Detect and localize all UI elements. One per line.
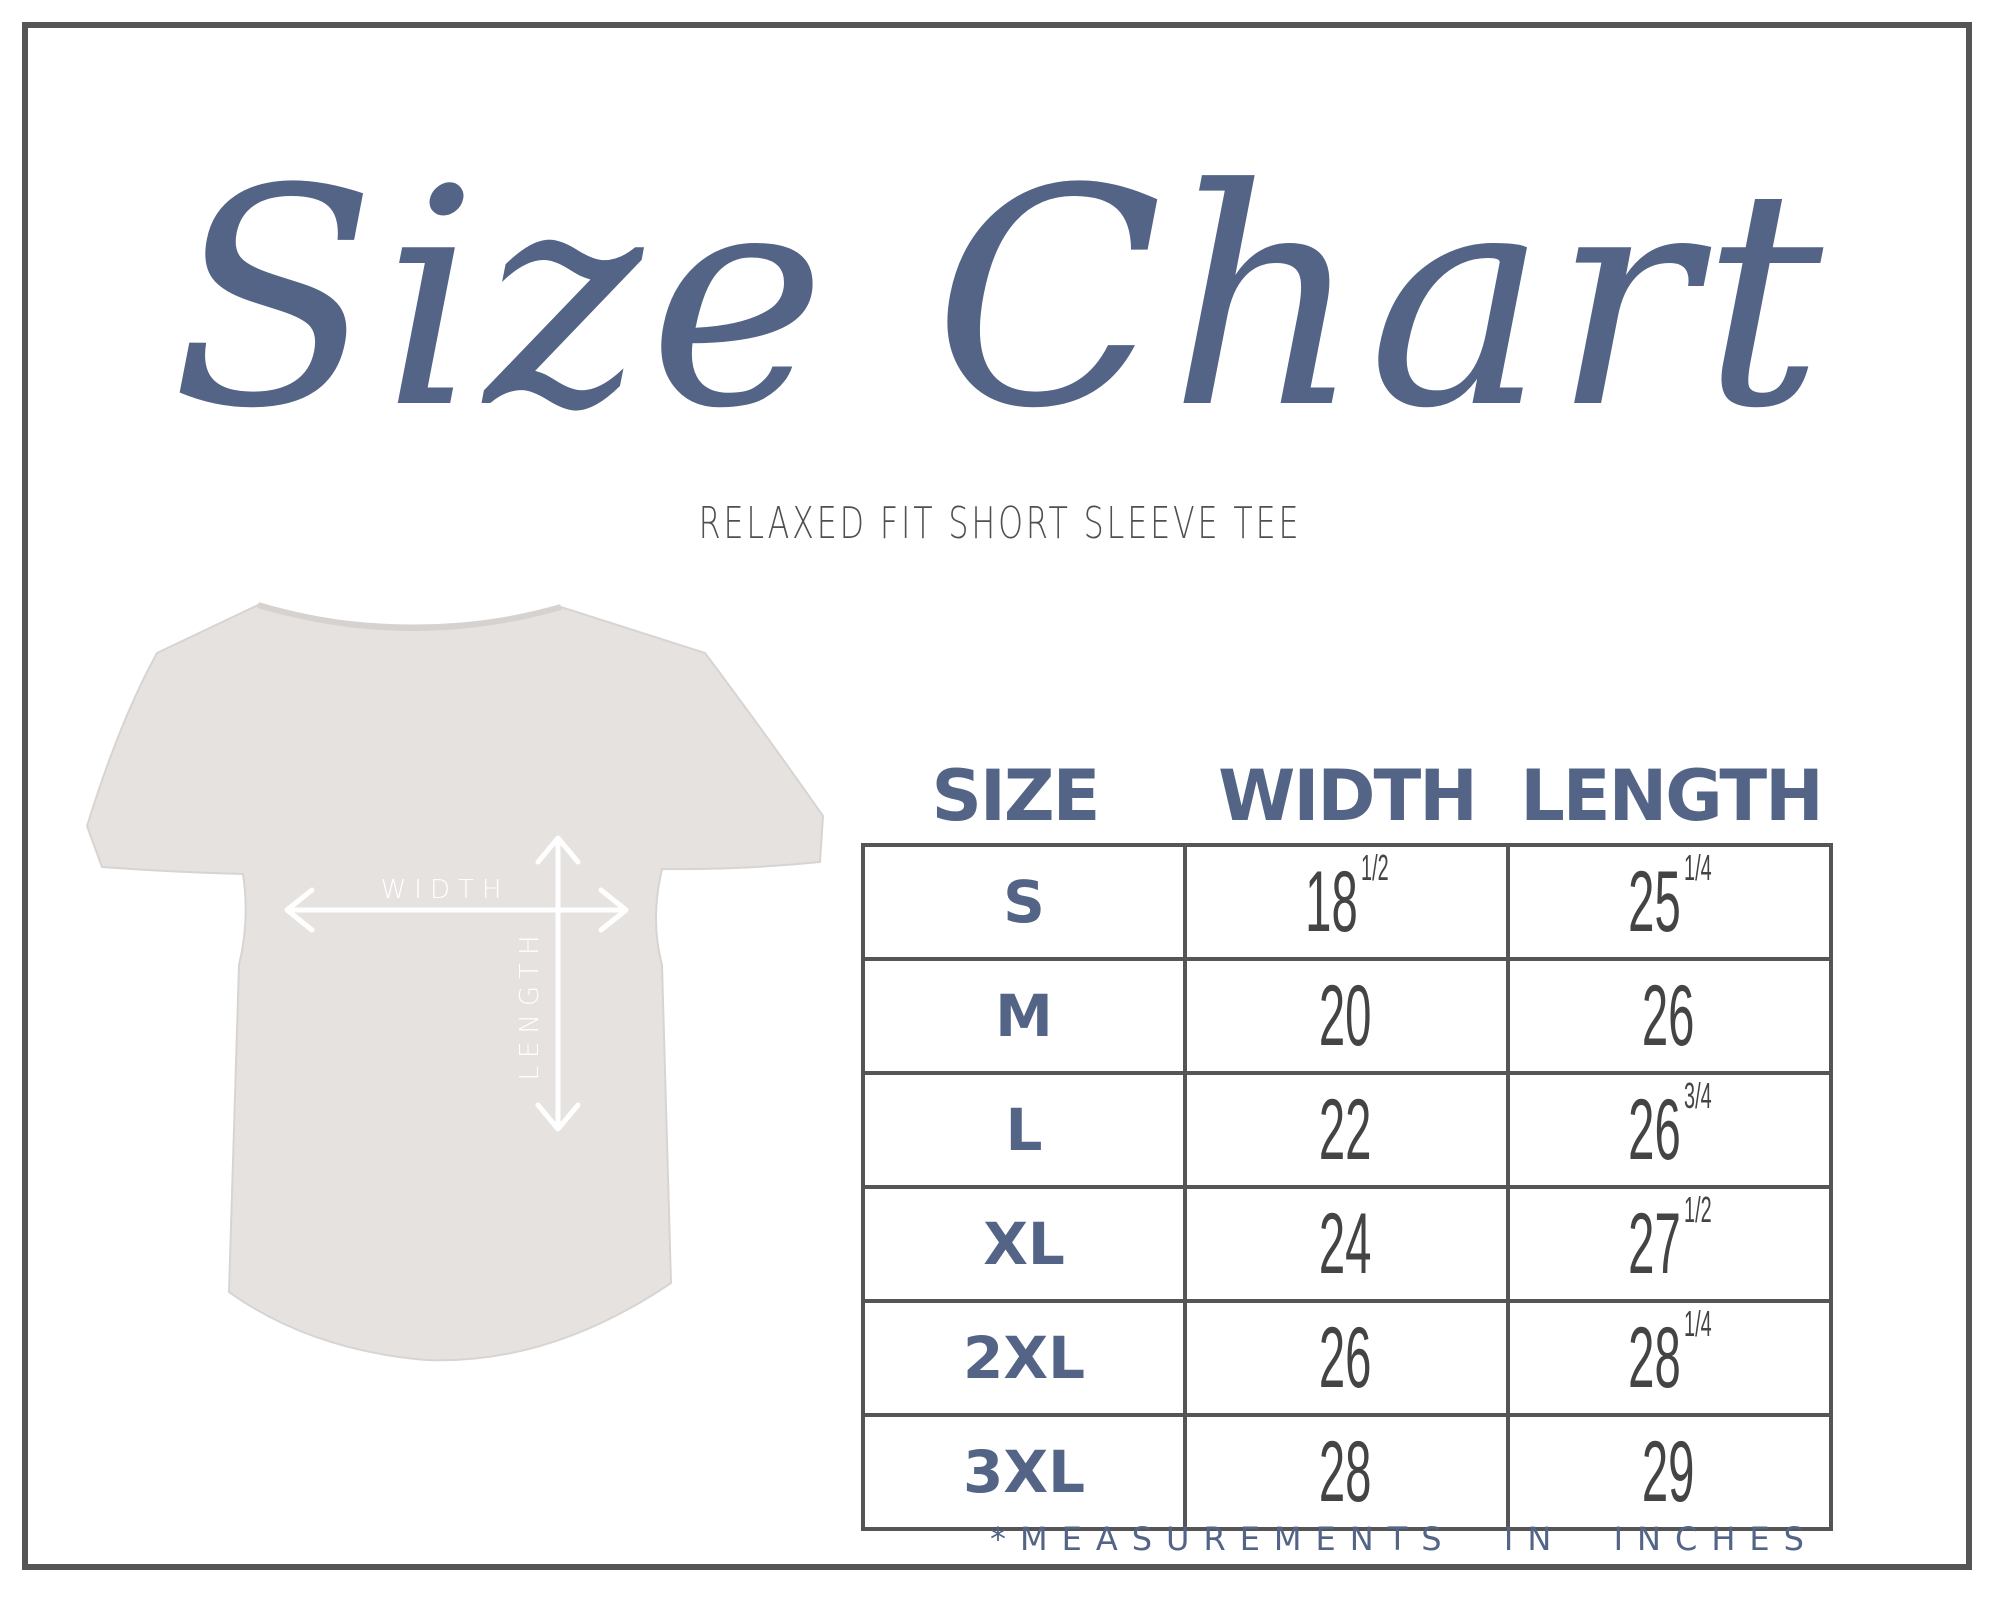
size-value: XL	[983, 1210, 1065, 1278]
size-value: S	[1003, 868, 1045, 936]
page-title: Size Chart	[171, 125, 1829, 474]
width-whole: 28	[1318, 1423, 1372, 1520]
length-cell: 26	[1506, 957, 1833, 1075]
length-value: 271/2	[1627, 1189, 1711, 1294]
size-cell: 2XL	[860, 1299, 1188, 1417]
width-whole: 20	[1318, 967, 1372, 1064]
length-fraction: 3/4	[1683, 1074, 1712, 1116]
tshirt-shape	[85, 603, 825, 1362]
length-value: 263/4	[1627, 1075, 1711, 1180]
width-cell: 28	[1183, 1413, 1511, 1531]
table-row: L 22 263/4	[860, 1071, 1833, 1189]
column-header-length: LENGTH	[1520, 755, 1824, 837]
width-cell: 20	[1183, 957, 1511, 1075]
width-value: 181/2	[1304, 847, 1388, 952]
length-whole: 26	[1641, 967, 1695, 1064]
length-cell: 263/4	[1506, 1071, 1833, 1189]
tshirt-diagram: WIDTH LENGTH	[85, 602, 825, 1362]
size-value: L	[1005, 1096, 1043, 1164]
page-subtitle: RELAXED FIT SHORT SLEEVE TEE	[698, 498, 1302, 549]
length-whole: 25	[1627, 853, 1681, 950]
collar	[257, 602, 562, 631]
width-arrow-icon	[284, 887, 629, 933]
length-cell: 281/4	[1506, 1299, 1833, 1417]
width-whole: 24	[1318, 1195, 1372, 1292]
size-cell: XL	[860, 1185, 1188, 1303]
length-whole: 29	[1641, 1423, 1695, 1520]
size-cell: L	[860, 1071, 1188, 1189]
size-table: S 181/2 251/4 M 20 26 L 22 263/4 XL 24 271/2 2XL 26 28…	[860, 843, 1833, 1531]
measurement-footnote: *MEASUREMENTS IN INCHES	[990, 1520, 1818, 1558]
size-cell: S	[860, 843, 1188, 961]
length-whole: 26	[1627, 1081, 1681, 1178]
width-cell: 26	[1183, 1299, 1511, 1417]
length-whole: 28	[1627, 1309, 1681, 1406]
length-whole: 27	[1627, 1195, 1681, 1292]
length-cell: 271/2	[1506, 1185, 1833, 1303]
table-row: M 20 26	[860, 957, 1833, 1075]
width-value: 24	[1319, 1195, 1375, 1294]
table-row: 3XL 28 29	[860, 1413, 1833, 1531]
table-row: S 181/2 251/4	[860, 843, 1833, 961]
width-cell: 22	[1183, 1071, 1511, 1189]
table-row: 2XL 26 281/4	[860, 1299, 1833, 1417]
length-fraction: 1/4	[1683, 846, 1712, 888]
size-value: 3XL	[963, 1438, 1086, 1506]
table-row: XL 24 271/2	[860, 1185, 1833, 1303]
width-value: 26	[1319, 1309, 1375, 1408]
length-fraction: 1/4	[1683, 1302, 1712, 1344]
length-value: 251/4	[1627, 847, 1711, 952]
width-label: WIDTH	[381, 875, 510, 905]
length-value: 26	[1642, 967, 1698, 1066]
length-arrow-icon	[535, 835, 581, 1132]
length-cell: 29	[1506, 1413, 1833, 1531]
length-fraction: 1/2	[1683, 1188, 1712, 1230]
size-cell: M	[860, 957, 1188, 1075]
width-value: 20	[1319, 967, 1375, 1066]
width-whole: 18	[1304, 853, 1358, 950]
length-cell: 251/4	[1506, 843, 1833, 961]
size-value: 2XL	[963, 1324, 1086, 1392]
width-value: 28	[1319, 1423, 1375, 1522]
page-border	[22, 22, 1972, 1570]
width-fraction: 1/2	[1360, 846, 1389, 888]
length-value: 29	[1642, 1423, 1698, 1522]
column-header-size: SIZE	[931, 755, 1100, 837]
length-label: LENGTH	[515, 927, 545, 1080]
size-value: M	[995, 982, 1053, 1050]
width-cell: 181/2	[1183, 843, 1511, 961]
width-whole: 22	[1318, 1081, 1372, 1178]
column-header-width: WIDTH	[1218, 755, 1478, 837]
width-cell: 24	[1183, 1185, 1511, 1303]
size-cell: 3XL	[860, 1413, 1188, 1531]
length-value: 281/4	[1627, 1303, 1711, 1408]
width-whole: 26	[1318, 1309, 1372, 1406]
width-value: 22	[1319, 1081, 1375, 1180]
